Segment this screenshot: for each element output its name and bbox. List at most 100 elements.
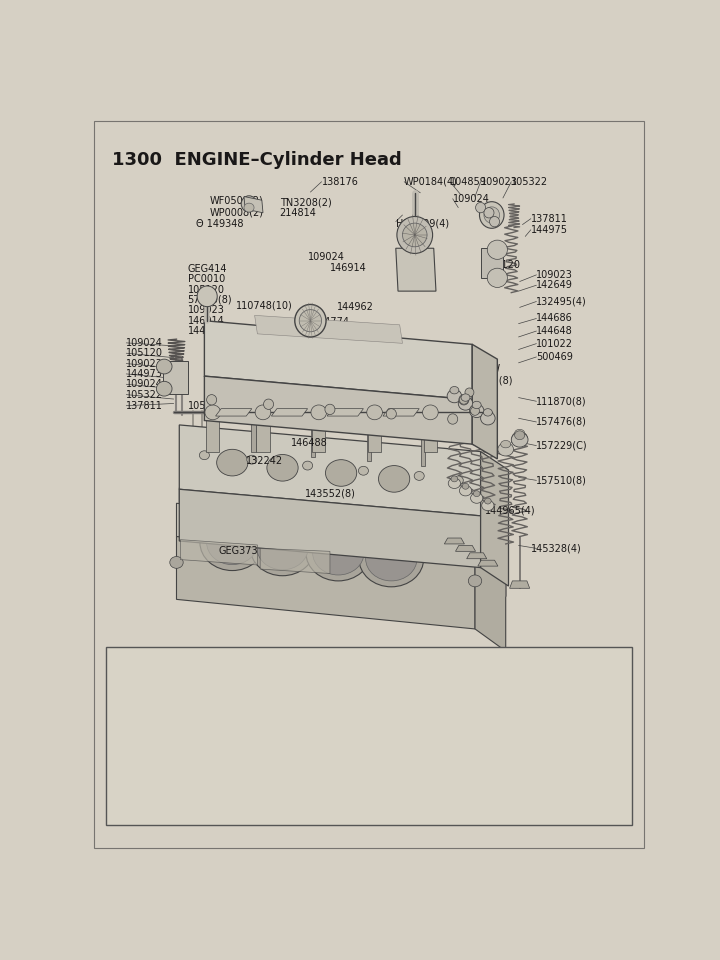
- Text: 157229(C): 157229(C): [536, 441, 588, 450]
- Ellipse shape: [247, 455, 257, 464]
- Ellipse shape: [387, 409, 396, 419]
- Text: HN2009(4): HN2009(4): [396, 218, 449, 228]
- Ellipse shape: [264, 399, 274, 409]
- Text: 109024: 109024: [307, 252, 344, 262]
- Text: 214814: 214814: [280, 207, 317, 218]
- Ellipse shape: [471, 406, 480, 416]
- Ellipse shape: [451, 476, 458, 482]
- Text: (Complete with valves and springs, less studs)    1off: (Complete with valves and springs, less …: [117, 682, 410, 691]
- Ellipse shape: [325, 460, 356, 487]
- Bar: [368, 411, 382, 451]
- Ellipse shape: [515, 431, 525, 440]
- Text: 138176: 138176: [322, 177, 359, 187]
- Text: L: L: [320, 331, 328, 346]
- Ellipse shape: [459, 396, 468, 404]
- Text: 109023: 109023: [188, 305, 225, 315]
- Ellipse shape: [498, 443, 513, 456]
- Ellipse shape: [512, 432, 528, 444]
- Ellipse shape: [448, 414, 458, 424]
- Ellipse shape: [257, 525, 308, 570]
- Text: 146914: 146914: [330, 263, 366, 274]
- Ellipse shape: [200, 515, 265, 570]
- Text: WP0184(4): WP0184(4): [404, 177, 458, 187]
- Ellipse shape: [207, 395, 217, 405]
- Text: 110748(10): 110748(10): [236, 300, 293, 311]
- Ellipse shape: [300, 310, 322, 332]
- Polygon shape: [163, 361, 188, 394]
- Ellipse shape: [483, 409, 492, 416]
- Ellipse shape: [197, 286, 217, 306]
- Text: 500469: 500469: [536, 352, 573, 362]
- Text: 109023: 109023: [536, 270, 573, 280]
- Text: 144070: 144070: [210, 379, 247, 389]
- Text: 105120: 105120: [126, 348, 163, 358]
- Polygon shape: [179, 490, 481, 567]
- Ellipse shape: [156, 381, 172, 396]
- Ellipse shape: [435, 551, 449, 564]
- Text: 109023: 109023: [126, 359, 163, 369]
- Ellipse shape: [246, 520, 258, 531]
- Ellipse shape: [255, 405, 271, 420]
- Ellipse shape: [480, 202, 504, 228]
- Ellipse shape: [359, 531, 423, 587]
- Polygon shape: [260, 548, 330, 573]
- Polygon shape: [383, 409, 419, 416]
- Text: (Complete with valves and springs, less studs)    1off: (Complete with valves and springs, less …: [117, 666, 410, 676]
- Text: (Less valves springs and studs)                          1off: (Less valves springs and studs) 1off: [117, 711, 405, 721]
- Text: NOTE: NOTE: [109, 651, 141, 661]
- Ellipse shape: [294, 304, 326, 337]
- FancyBboxPatch shape: [106, 647, 632, 825]
- Ellipse shape: [358, 530, 369, 540]
- Bar: [256, 411, 270, 451]
- Polygon shape: [444, 538, 464, 544]
- Text: 114774: 114774: [313, 317, 350, 327]
- Ellipse shape: [450, 387, 459, 394]
- Ellipse shape: [490, 216, 500, 227]
- Text: 157476(8): 157476(8): [536, 417, 588, 427]
- Ellipse shape: [462, 483, 469, 490]
- Polygon shape: [204, 376, 472, 444]
- Text: 157508(8): 157508(8): [310, 410, 361, 420]
- Ellipse shape: [458, 396, 473, 410]
- Text: 109024: 109024: [453, 194, 490, 204]
- Ellipse shape: [469, 404, 484, 418]
- Polygon shape: [478, 561, 498, 566]
- Text: 137811: 137811: [531, 214, 567, 224]
- Ellipse shape: [472, 401, 481, 409]
- Ellipse shape: [484, 206, 500, 223]
- Text: 144975: 144975: [531, 225, 568, 235]
- Polygon shape: [456, 545, 476, 551]
- Text: SPITFIRE MK IV (1973): SPITFIRE MK IV (1973): [109, 809, 278, 823]
- Text: Θ Fitted  up  to  Engine No             only: Θ Fitted up to Engine No only: [374, 659, 565, 669]
- Text: 109024: 109024: [126, 338, 163, 348]
- Ellipse shape: [311, 405, 327, 420]
- Polygon shape: [204, 321, 472, 399]
- Ellipse shape: [454, 476, 463, 485]
- Text: 144962: 144962: [337, 302, 374, 312]
- Ellipse shape: [500, 441, 510, 447]
- Text: ×  SEE BELOW: × SEE BELOW: [429, 365, 500, 374]
- Text: 145328(4): 145328(4): [531, 543, 582, 553]
- Ellipse shape: [447, 390, 462, 403]
- Polygon shape: [176, 537, 475, 629]
- Polygon shape: [327, 409, 364, 416]
- Text: 105322: 105322: [511, 177, 549, 187]
- Ellipse shape: [451, 539, 463, 549]
- Ellipse shape: [207, 520, 258, 564]
- Text: 132495(4): 132495(4): [536, 297, 587, 306]
- Text: 146488: 146488: [291, 439, 328, 448]
- Ellipse shape: [170, 557, 183, 568]
- Bar: [421, 425, 426, 467]
- Text: 101022: 101022: [536, 339, 573, 348]
- Ellipse shape: [485, 498, 491, 504]
- Polygon shape: [396, 249, 436, 291]
- Polygon shape: [255, 316, 402, 344]
- Ellipse shape: [241, 196, 257, 212]
- Text: UKC1428  Cylinder Head Assembly–Low Compression: UKC1428 Cylinder Head Assembly–Low Compr…: [117, 674, 377, 684]
- Ellipse shape: [461, 394, 470, 401]
- Bar: [423, 411, 437, 451]
- Bar: [311, 416, 315, 457]
- Polygon shape: [271, 409, 307, 416]
- Polygon shape: [244, 197, 263, 213]
- Ellipse shape: [250, 519, 315, 576]
